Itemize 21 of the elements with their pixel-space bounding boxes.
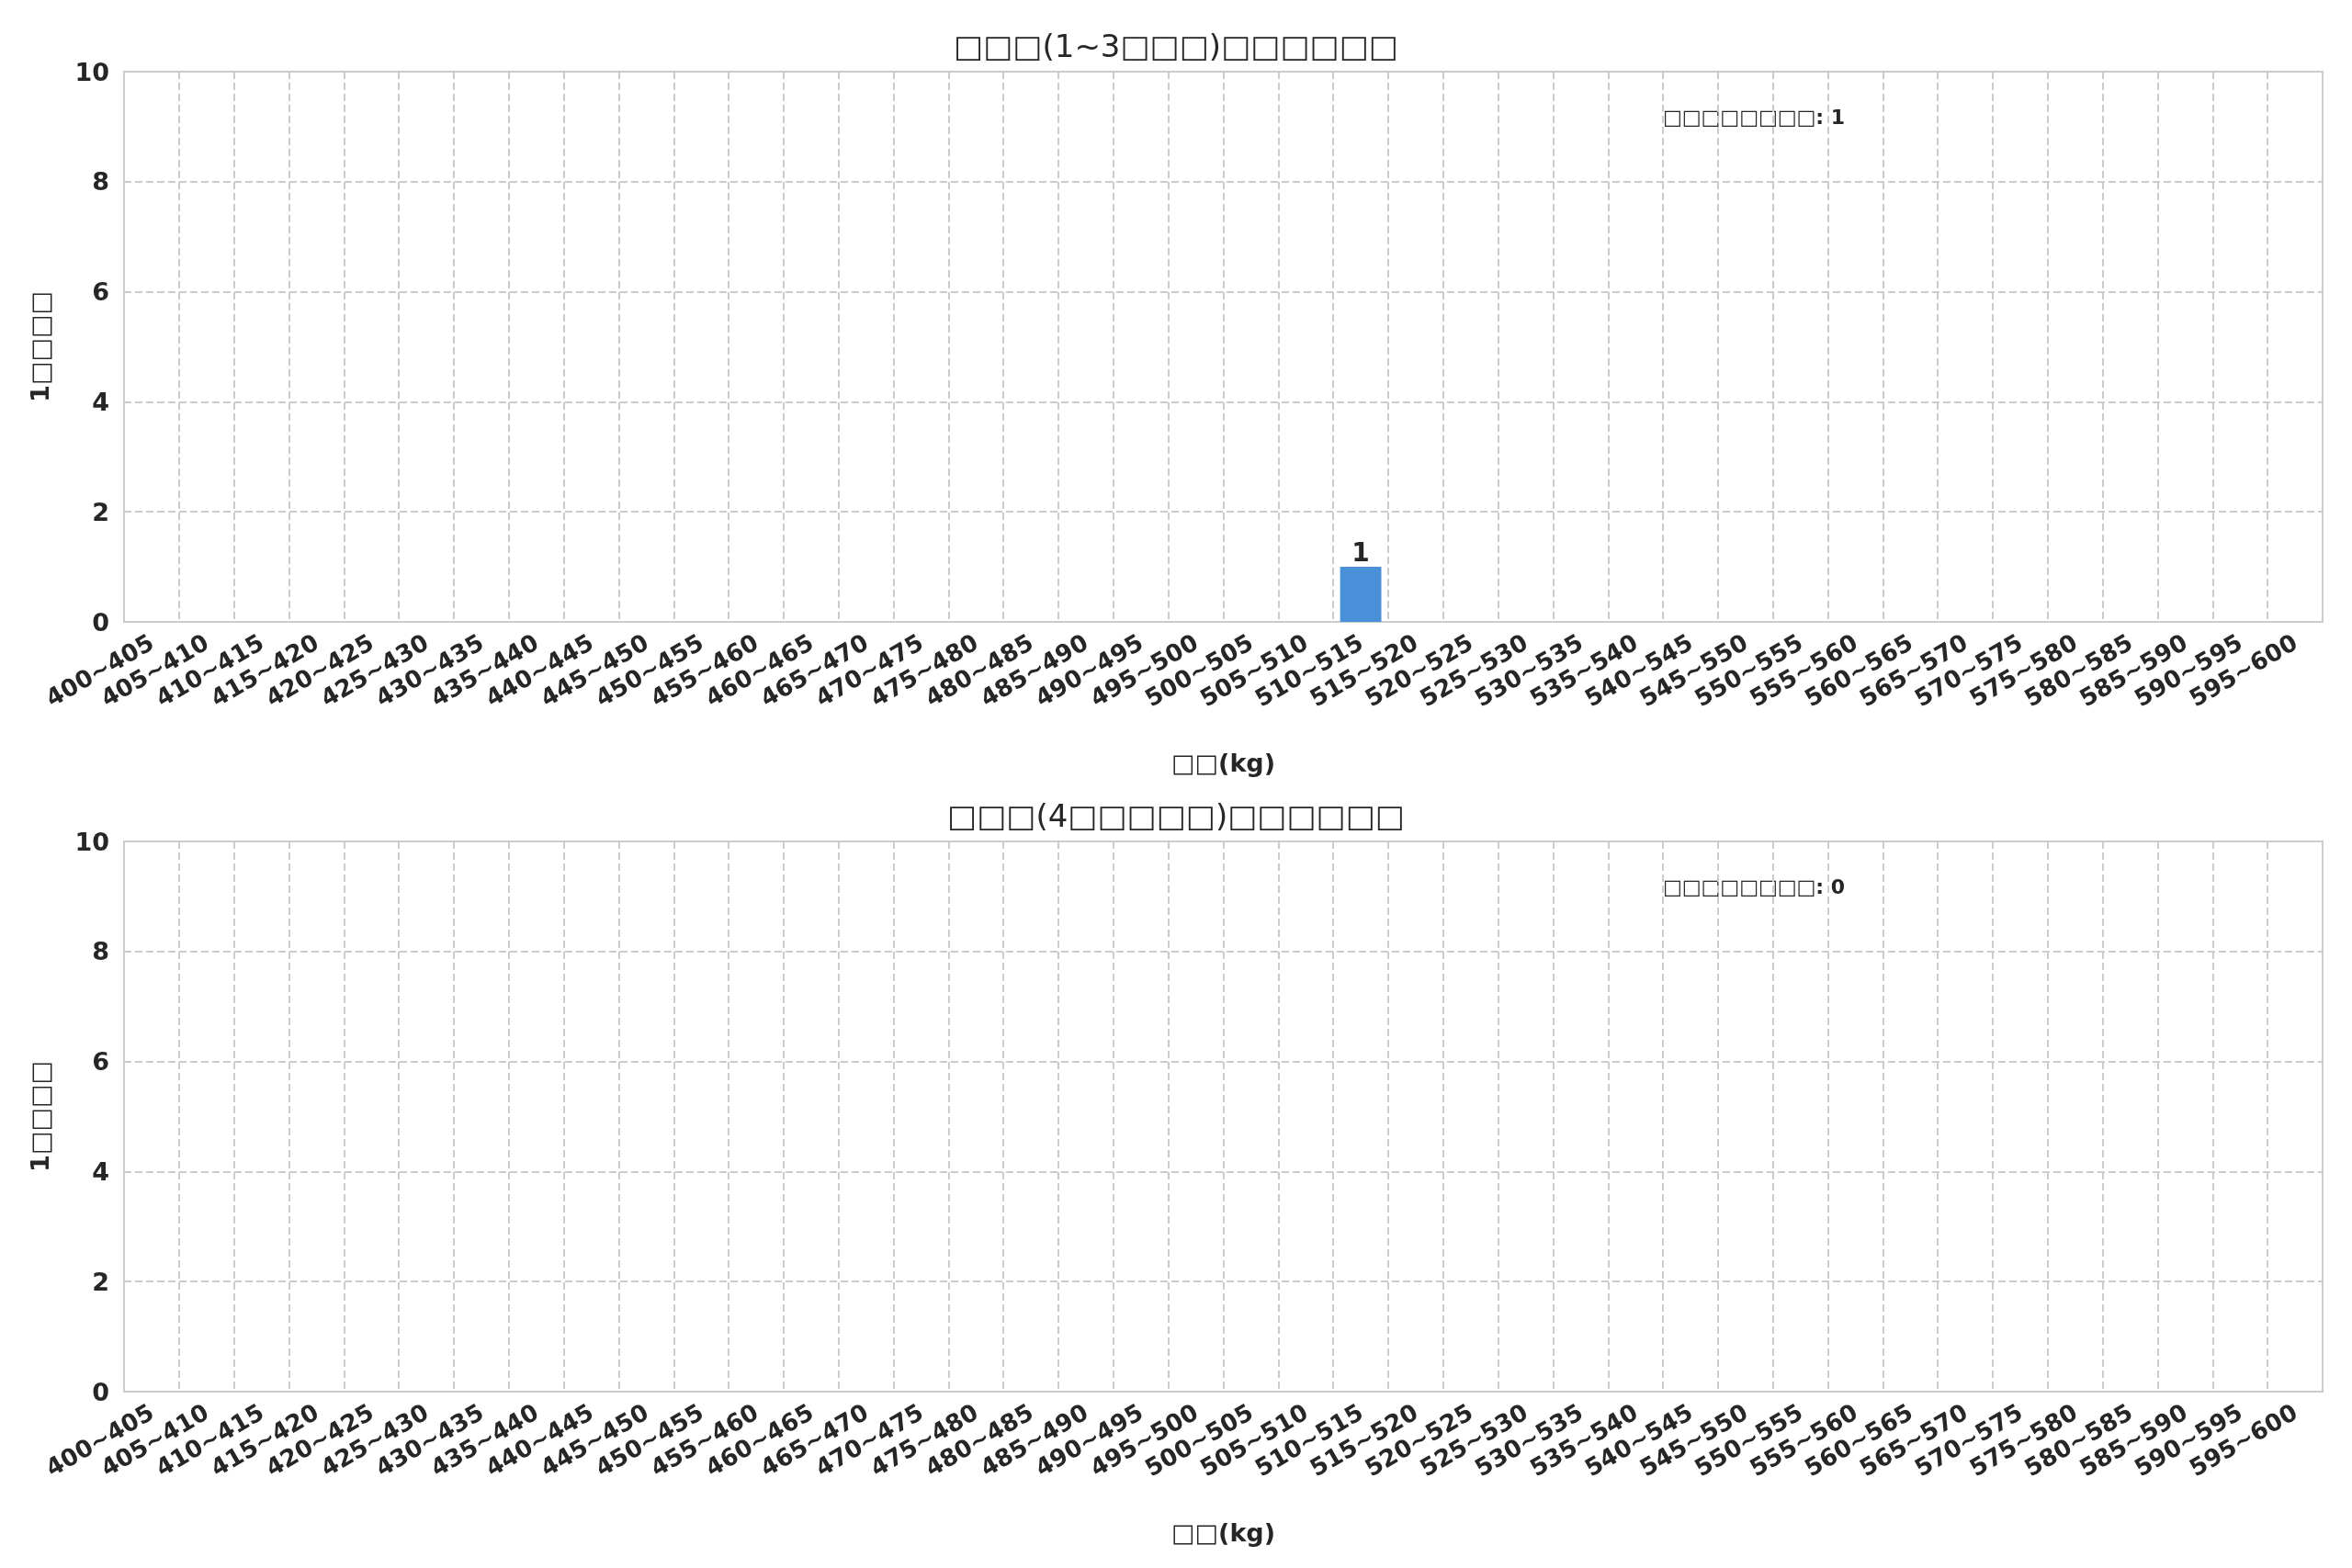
y-tick-label: 8 (92, 167, 109, 197)
y-tick-label: 6 (92, 277, 109, 307)
chart-title: □□□(1~3□□□)□□□□□□ (954, 28, 1398, 64)
y-tick-label: 6 (92, 1047, 109, 1077)
y-tick-label: 0 (92, 1377, 109, 1406)
y-axis-title: 1□□□□ (26, 291, 54, 402)
y-tick-label: 8 (92, 937, 109, 966)
y-tick-label: 2 (92, 497, 109, 526)
annotation: □□□□□□□□: 0 (1663, 874, 1846, 898)
y-tick-label: 10 (74, 57, 109, 86)
annotation: □□□□□□□□: 1 (1663, 105, 1846, 129)
y-tick-label: 4 (92, 1156, 109, 1186)
x-axis-title: □□(kg) (1171, 1518, 1275, 1547)
data-label: 1 (1351, 536, 1370, 568)
x-axis-title: □□(kg) (1171, 749, 1275, 777)
y-axis-title: 1□□□□ (26, 1061, 54, 1172)
y-tick-label: 4 (92, 387, 109, 416)
y-tick-label: 0 (92, 607, 109, 637)
y-tick-label: 10 (74, 827, 109, 856)
chart-title: □□□(4□□□□□)□□□□□□ (947, 797, 1405, 834)
y-tick-label: 2 (92, 1267, 109, 1296)
